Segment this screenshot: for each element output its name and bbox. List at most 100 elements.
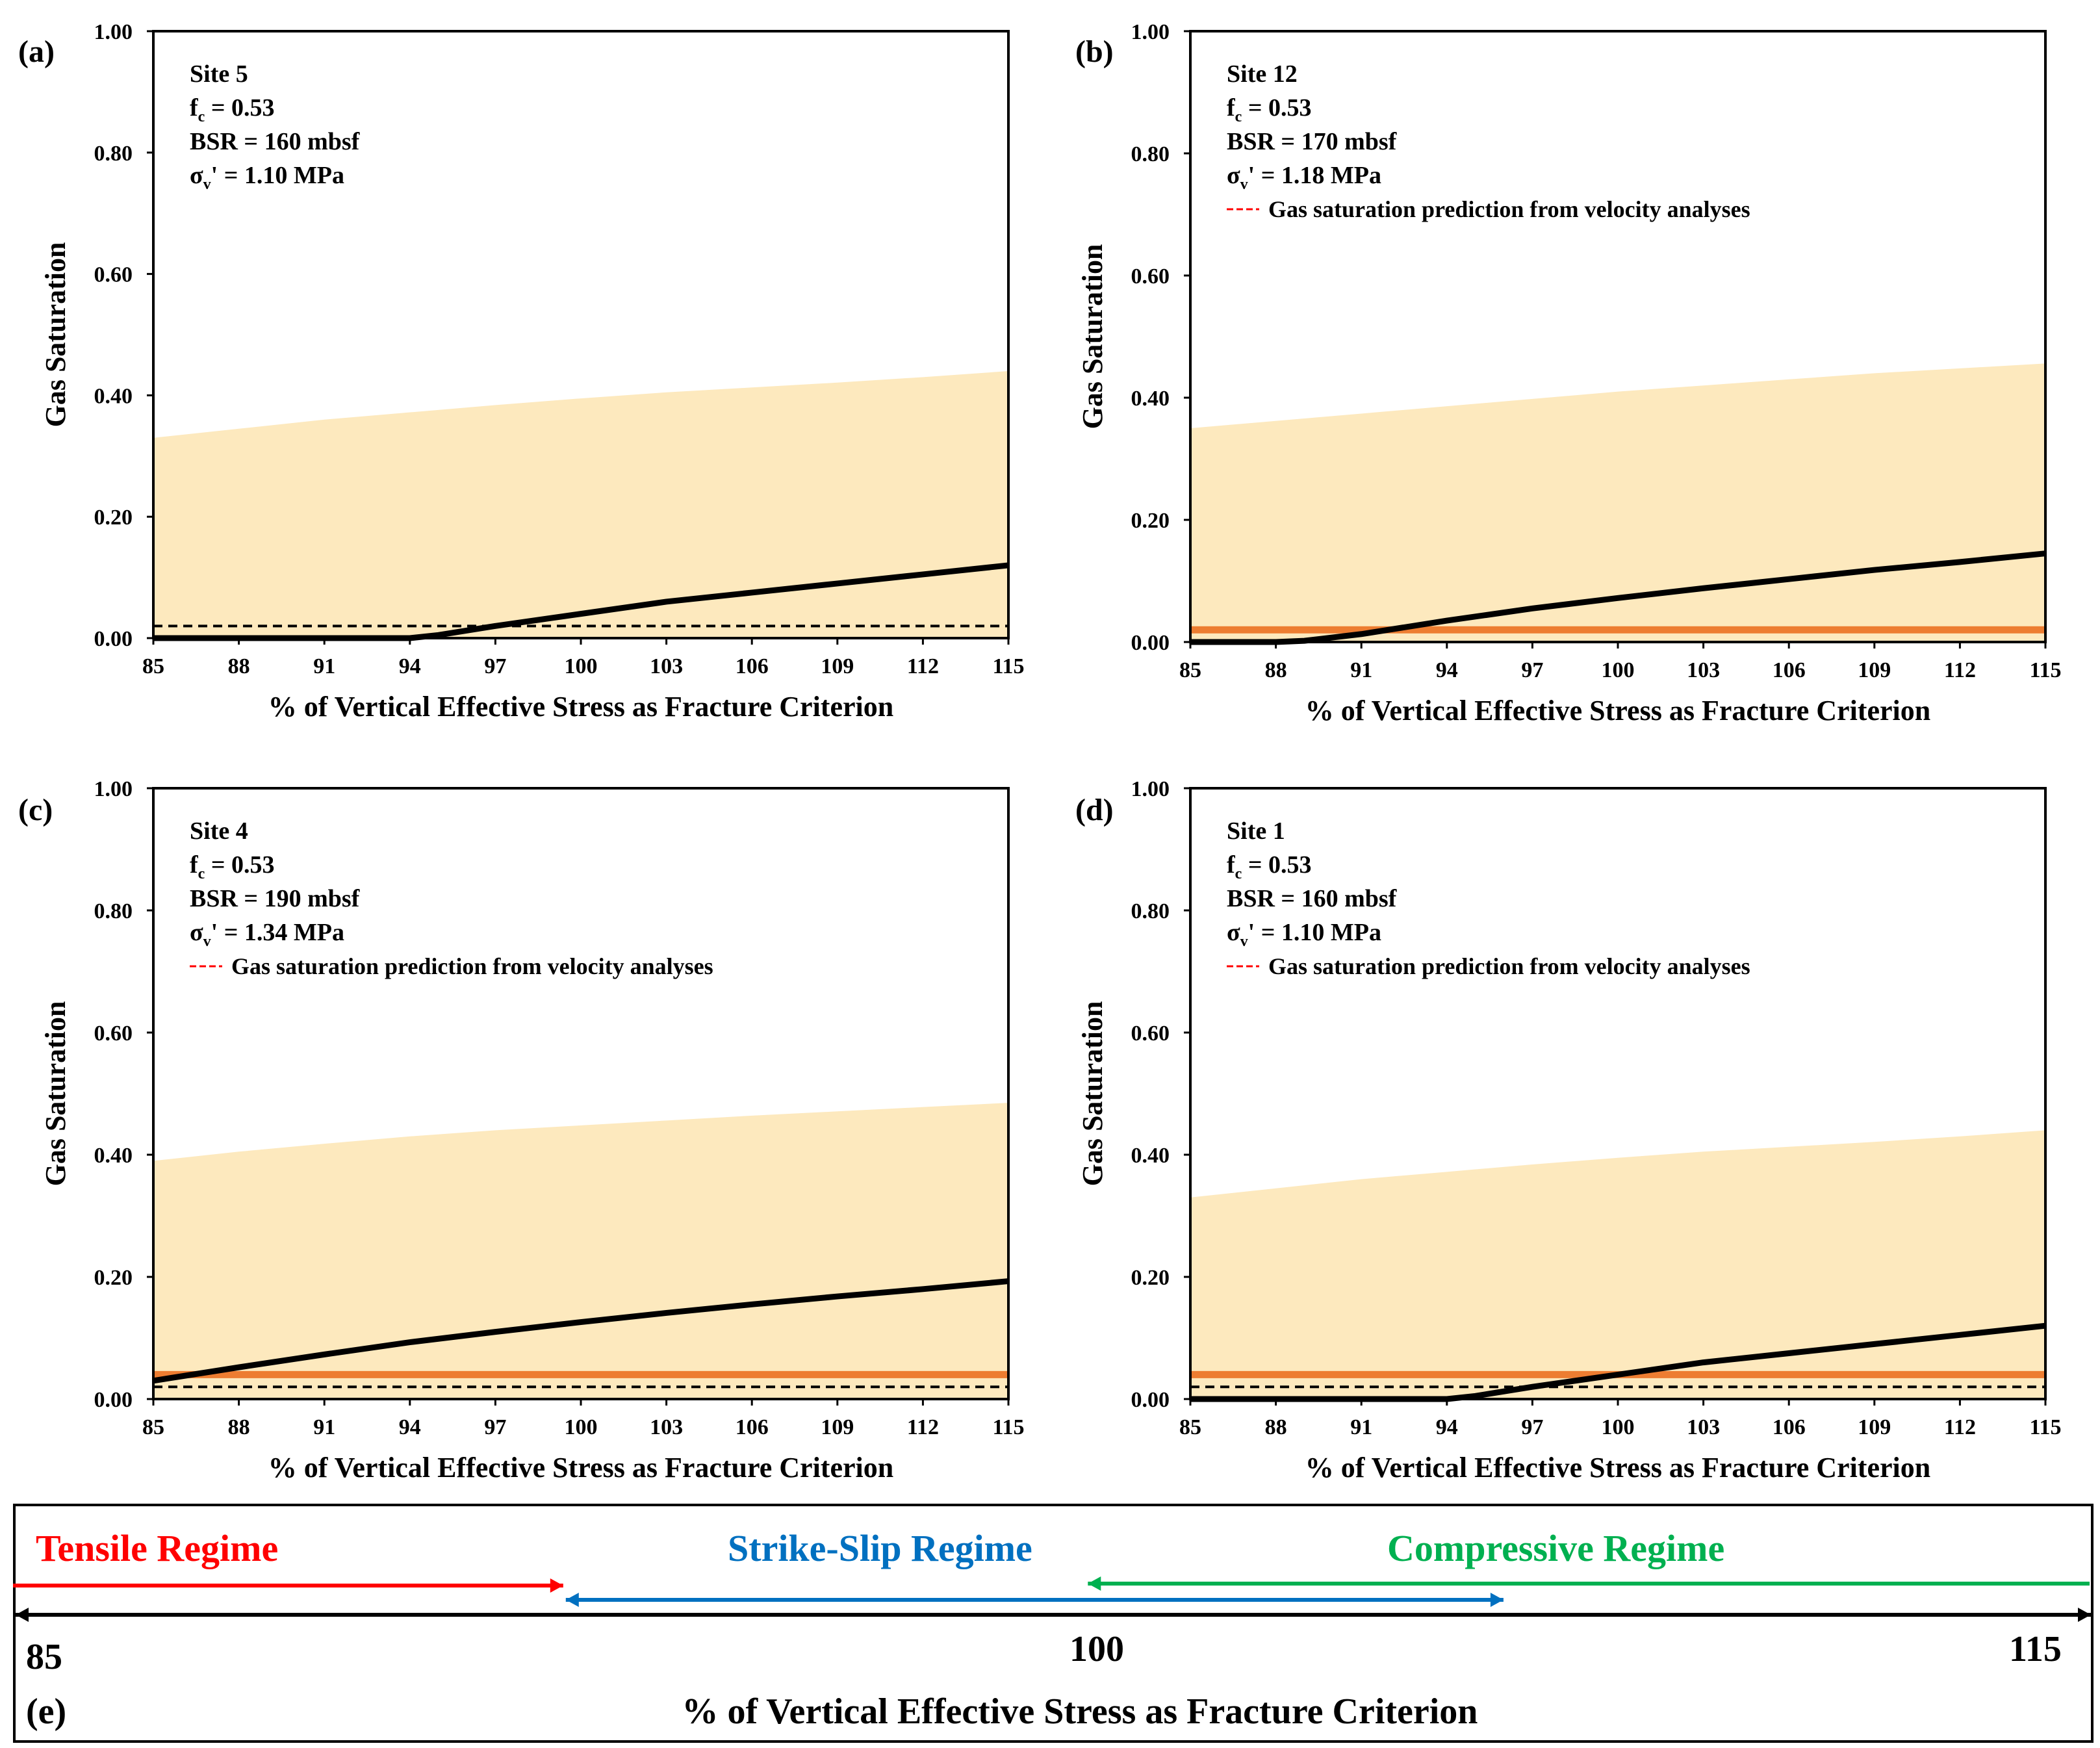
y-tick-label: 1.00 bbox=[94, 20, 133, 44]
stress-annotation: σv' = 1.10 MPa bbox=[190, 162, 344, 193]
y-tick-label: 1.00 bbox=[1131, 777, 1170, 801]
fc-symbol: f bbox=[190, 851, 199, 879]
regime-frame bbox=[13, 1504, 2094, 1743]
x-tick-label: 100 bbox=[565, 654, 598, 678]
stress-value: ' = 1.18 MPa bbox=[1248, 162, 1381, 189]
x-tick-label: 109 bbox=[821, 654, 854, 678]
x-tick-label: 88 bbox=[1265, 658, 1287, 682]
x-tick-label: 91 bbox=[313, 654, 335, 678]
fc-subscript: c bbox=[198, 109, 205, 125]
fc-annotation: fc = 0.53 bbox=[190, 94, 274, 125]
tensile-arrow-head-right bbox=[550, 1578, 563, 1593]
y-tick-label: 0.20 bbox=[94, 1266, 133, 1290]
x-tick-label: 112 bbox=[1944, 658, 1976, 682]
gas-saturation-band bbox=[153, 371, 1008, 638]
panel-label: (b) bbox=[1075, 34, 1114, 69]
fc-symbol: f bbox=[1227, 94, 1236, 122]
x-tick-label: 94 bbox=[1436, 658, 1458, 682]
chart-panel-1: 0.00 0.20 0.40 0.60 0.80 1.00 85 88 91 94 97 100 103… bbox=[18, 20, 1025, 723]
y-tick-label: 0.40 bbox=[94, 384, 133, 408]
x-tick-label: 88 bbox=[228, 654, 250, 678]
tensile-regime-label: Tensile Regime bbox=[36, 1527, 278, 1569]
x-tick-label: 88 bbox=[228, 1415, 250, 1439]
gas-saturation-curve bbox=[153, 1278, 1009, 1384]
fc-subscript: c bbox=[1235, 109, 1242, 125]
x-tick-label: 109 bbox=[1858, 658, 1891, 682]
bsr-label: BSR = 170 mbsf bbox=[1227, 128, 1398, 155]
x-axis-label: % of Vertical Effective Stress as Fractu… bbox=[1305, 695, 1930, 726]
gas-saturation-band bbox=[153, 1103, 1008, 1399]
chart-panel-2: 0.00 0.20 0.40 0.60 0.80 1.00 85 88 91 94 97 100 103… bbox=[1075, 20, 2062, 726]
regime-tick-115: 115 bbox=[2009, 1629, 2062, 1669]
y-tick-label: 0.00 bbox=[94, 627, 133, 651]
fc-value: = 0.53 bbox=[205, 851, 274, 879]
x-tick-label: 88 bbox=[1265, 1415, 1287, 1439]
fc-value: = 0.53 bbox=[1242, 94, 1311, 122]
y-tick-label: 0.00 bbox=[1131, 631, 1170, 655]
y-tick-label: 0.80 bbox=[1131, 899, 1170, 923]
y-tick-label: 0.00 bbox=[1131, 1388, 1170, 1412]
bsr-label: BSR = 160 mbsf bbox=[1227, 885, 1398, 912]
y-tick-label: 0.60 bbox=[1131, 264, 1170, 289]
x-tick-label: 115 bbox=[2029, 658, 2061, 682]
regime-panel-label: (e) bbox=[26, 1691, 66, 1732]
fc-value: = 0.53 bbox=[205, 94, 274, 122]
sigma-subscript: v bbox=[203, 933, 211, 950]
bsr-label: BSR = 190 mbsf bbox=[190, 885, 361, 912]
sigma-symbol: σ bbox=[190, 919, 203, 946]
y-tick-label: 1.00 bbox=[94, 777, 133, 801]
sigma-subscript: v bbox=[1240, 176, 1248, 193]
x-tick-label: 97 bbox=[1521, 658, 1543, 682]
y-tick-label: 1.00 bbox=[1131, 20, 1170, 44]
x-tick-label: 91 bbox=[313, 1415, 335, 1439]
y-axis-label: Gas Saturation bbox=[1077, 244, 1108, 430]
x-tick-label: 85 bbox=[142, 654, 164, 678]
strike-slip-arrow-head-right bbox=[1490, 1593, 1504, 1607]
fc-symbol: f bbox=[190, 94, 199, 122]
bsr-label: BSR = 160 mbsf bbox=[190, 128, 361, 155]
x-tick-label: 97 bbox=[484, 1415, 506, 1439]
y-tick-label: 0.40 bbox=[1131, 387, 1170, 411]
y-axis-label: Gas Saturation bbox=[40, 1001, 71, 1187]
x-tick-label: 97 bbox=[484, 654, 506, 678]
y-tick-label: 0.00 bbox=[94, 1388, 133, 1412]
stress-annotation: σv' = 1.18 MPa bbox=[1227, 162, 1381, 193]
stress-annotation: σv' = 1.34 MPa bbox=[190, 919, 344, 950]
x-tick-label: 94 bbox=[1436, 1415, 1458, 1439]
compressive-regime-label: Compressive Regime bbox=[1387, 1527, 1724, 1569]
sigma-symbol: σ bbox=[1227, 162, 1240, 189]
y-tick-label: 0.60 bbox=[94, 1022, 133, 1046]
x-tick-label: 106 bbox=[736, 1415, 769, 1439]
x-tick-label: 112 bbox=[907, 654, 939, 678]
sigma-symbol: σ bbox=[190, 162, 203, 189]
stress-annotation: σv' = 1.10 MPa bbox=[1227, 919, 1381, 950]
x-tick-label: 109 bbox=[821, 1415, 854, 1439]
x-axis-label: % of Vertical Effective Stress as Fractu… bbox=[268, 1452, 893, 1484]
site-label: Site 12 bbox=[1227, 60, 1298, 88]
x-tick-label: 94 bbox=[399, 1415, 421, 1439]
x-tick-label: 103 bbox=[1687, 1415, 1720, 1439]
x-tick-label: 100 bbox=[1602, 658, 1635, 682]
regime-x-axis-label: % of Vertical Effective Stress as Fractu… bbox=[682, 1691, 1478, 1732]
x-tick-label: 103 bbox=[1687, 658, 1720, 682]
x-tick-label: 100 bbox=[1602, 1415, 1635, 1439]
chart-panels: 0.00 0.20 0.40 0.60 0.80 1.00 85 88 91 94 97 100 103… bbox=[18, 20, 2062, 1484]
y-tick-label: 0.40 bbox=[94, 1144, 133, 1168]
fc-annotation: fc = 0.53 bbox=[1227, 94, 1311, 125]
sigma-subscript: v bbox=[1240, 933, 1248, 950]
x-tick-label: 103 bbox=[650, 1415, 683, 1439]
panel-label: (a) bbox=[18, 34, 55, 69]
fc-symbol: f bbox=[1227, 851, 1236, 879]
chart-panel-3: 0.00 0.20 0.40 0.60 0.80 1.00 85 88 91 94 97 100 103… bbox=[18, 777, 1025, 1484]
legend-label: Gas saturation prediction from velocity … bbox=[1268, 953, 1750, 979]
stress-value: ' = 1.34 MPa bbox=[211, 919, 344, 946]
x-tick-label: 91 bbox=[1350, 1415, 1372, 1439]
fc-annotation: fc = 0.53 bbox=[190, 851, 274, 882]
regime-tick-85: 85 bbox=[26, 1637, 62, 1677]
strike-slip-arrow-head-left bbox=[565, 1593, 579, 1607]
x-tick-label: 115 bbox=[2029, 1415, 2061, 1439]
y-tick-label: 0.20 bbox=[94, 506, 133, 530]
sigma-subscript: v bbox=[203, 176, 211, 193]
x-tick-label: 106 bbox=[736, 654, 769, 678]
x-tick-label: 106 bbox=[1773, 658, 1806, 682]
